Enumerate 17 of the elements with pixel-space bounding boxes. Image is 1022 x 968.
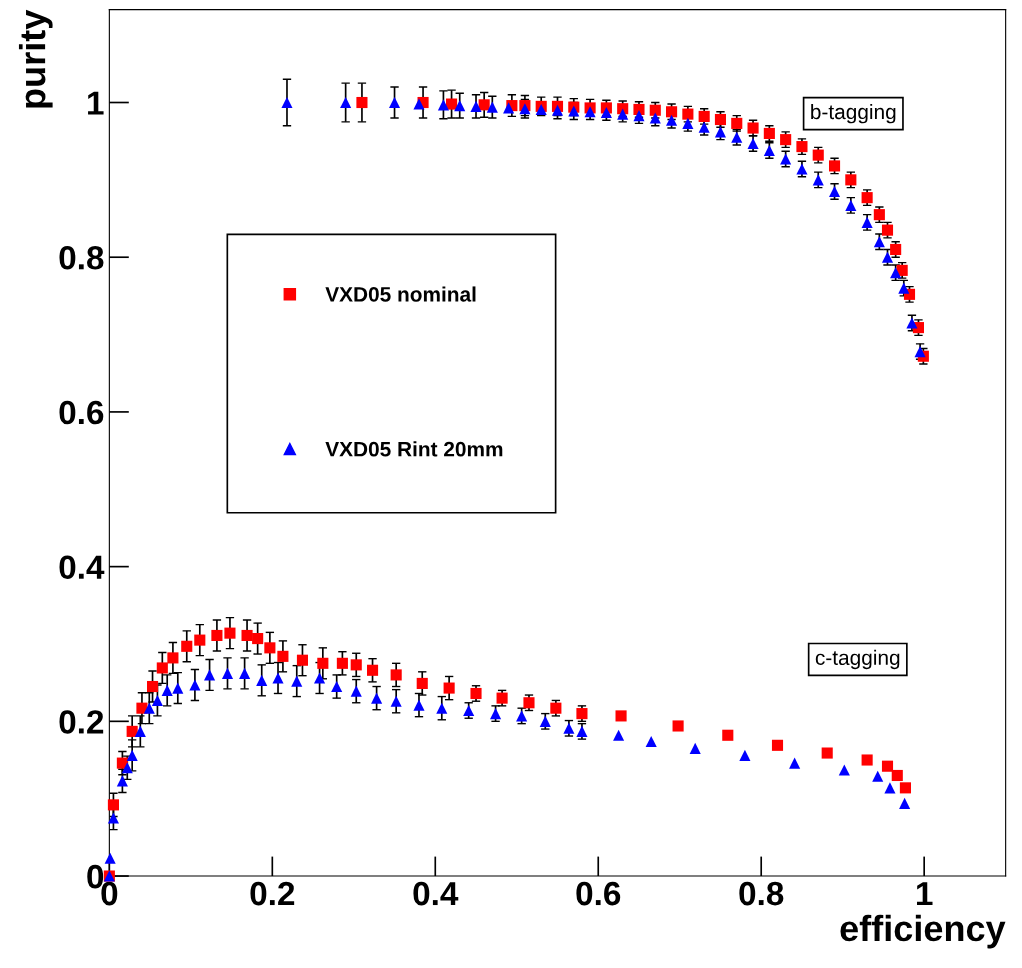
x-tick-label: 0.6 (576, 881, 621, 906)
y-tick-label: 0.8 (59, 246, 104, 270)
y-tick-label: 1 (88, 91, 104, 115)
legend-label: VXD05 Rint 20mm (325, 441, 503, 457)
x-tick-label: 1 (917, 882, 933, 906)
annotation: b-tagging (811, 103, 896, 124)
y-tick-label: 0 (87, 864, 104, 889)
y-tick-label: 0.2 (59, 710, 104, 734)
legend-label: VXD05 nominal (325, 286, 476, 302)
x-tick-label: 0.2 (250, 881, 295, 906)
y-tick-label: 0.6 (59, 400, 104, 425)
y-axis-title: purity (18, 9, 53, 108)
x-tick-label: 0.8 (739, 881, 784, 906)
annotation: c-tagging (815, 649, 900, 670)
x-tick-label: 0.4 (413, 881, 459, 906)
y-tick-label: 0.4 (59, 555, 105, 580)
x-axis-title: efficiency (840, 914, 1006, 949)
